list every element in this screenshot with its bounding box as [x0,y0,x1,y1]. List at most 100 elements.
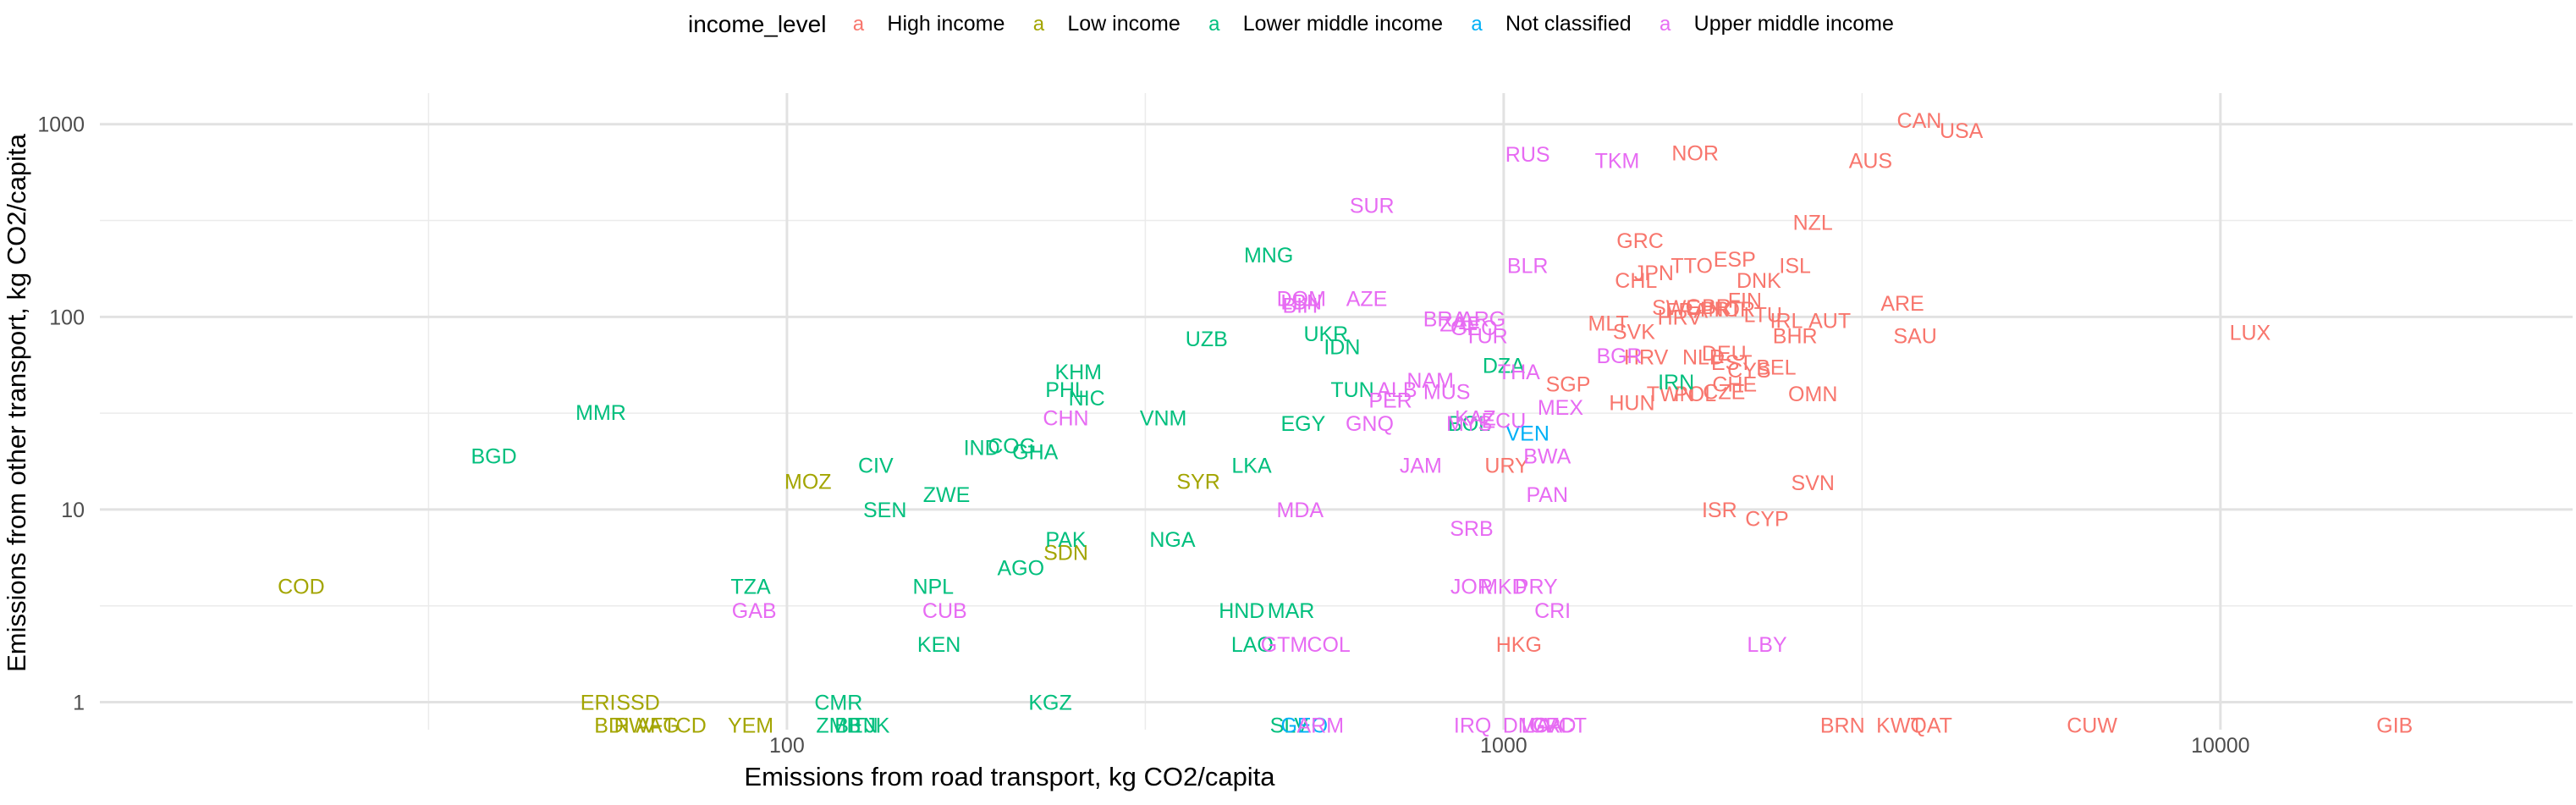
point-label: CYS [1727,359,1770,383]
point-label: NZL [1793,211,1833,234]
point-label: ERI [581,692,616,715]
point-label: TZA [730,575,771,598]
point-label: NGA [1149,528,1196,552]
point-label: MOZ [784,471,832,494]
point-label: POL [1674,383,1716,406]
point-label: LCA [1522,714,1563,738]
point-label: BRA [1423,307,1467,331]
point-label: COG [988,434,1036,458]
legend-key: a [1660,13,1671,36]
point-label: UZB [1186,328,1228,351]
point-label: MAR [1268,599,1315,623]
point-label: GRC [1616,229,1664,253]
point-label: NLD [1682,346,1725,370]
point-label: BGR [1596,345,1642,368]
point-label: PAN [1526,483,1568,507]
point-label: TCD [663,714,706,738]
point-label: BRN [1820,714,1865,738]
point-label: ECU [1481,410,1526,433]
point-label: CHL [1615,269,1657,293]
point-label: EGY [1280,412,1325,436]
point-label: QAT [1910,714,1952,738]
legend-entry-label: High income [887,12,1005,36]
point-label: SSD [616,692,659,715]
point-label: AGO [998,556,1045,580]
point-label: TWN [1647,383,1695,406]
point-label: SDN [1043,541,1088,565]
point-label: ARE [1880,292,1924,316]
axis-ticks: 100 1000 10000 1 10 100 1000 [37,113,2249,758]
point-label: NIC [1069,387,1105,411]
point-label: CRI [1534,599,1571,623]
point-label: BHR [1773,324,1818,348]
point-label: COL [1307,633,1351,657]
point-label: ZMB [816,714,861,738]
point-label: PAK [1045,528,1086,552]
point-label: DZA [1483,355,1525,378]
point-label: SYR [1176,471,1219,494]
point-label: COD [278,575,325,598]
point-label: LBY [1747,633,1787,657]
point-label: TTO [1671,255,1713,278]
point-label: AFG [636,714,679,738]
point-label: TUN [1330,378,1373,402]
point-label: VNM [1140,406,1187,430]
point-label: BEL [1756,356,1796,379]
point-label: PHL [1045,378,1087,402]
point-label: NOR [1671,142,1719,166]
point-label: MLT [1588,312,1629,336]
point-label: GAB [732,599,777,623]
point-label: MUS [1423,380,1471,404]
point-label: SVN [1792,471,1835,495]
point-label: JAM [1400,454,1442,477]
y-tick-label: 1 [73,692,85,715]
legend-key: a [1033,13,1045,36]
point-label: LTU [1744,303,1782,327]
point-label: URY [1484,454,1529,477]
y-tick-label: 10 [61,499,85,522]
legend-key: a [1471,13,1483,36]
point-label: CZE [1703,380,1745,404]
point-label: RWA [614,714,663,738]
point-label: MNG [1244,244,1293,267]
point-label: ESP [1714,248,1756,272]
point-label: OMN [1788,383,1837,406]
point-label: LKA [1231,454,1272,477]
point-label: BEN [834,714,878,738]
point-label: CUB [922,599,967,623]
point-label: MEX [1538,396,1584,420]
point-label: DMA [1503,714,1550,738]
point-label: AUT [1808,309,1851,333]
point-label: SWE [1652,296,1700,320]
legend-title: income_level [688,11,826,37]
point-label: SUR [1350,194,1395,218]
point-label: USA [1940,119,1984,143]
y-axis-title: Emissions from other transport, kg CO2/c… [2,133,31,672]
point-label: CMR [814,692,862,715]
point-label: HKG [1496,633,1542,657]
point-label: IRN [1658,371,1694,394]
point-label: DOM [1277,287,1326,311]
point-label: HRV [1658,306,1703,329]
point-label: ARG [1460,307,1505,331]
legend-entry-label: Not classified [1505,12,1632,36]
point-label: SEN [863,499,906,522]
point-label: LUX [2230,322,2271,345]
point-label: CHE [1712,372,1757,396]
point-label: CYP [1745,507,1788,531]
point-label: SAU [1893,324,1936,348]
legend-entry-label: Low income [1067,12,1180,36]
point-label: SGP [1546,372,1591,396]
point-label: MMR [575,401,626,425]
point-label: MDA [1277,499,1324,522]
point-label: BDI [594,714,630,738]
point-label: AUS [1849,149,1892,173]
point-label: KHM [1054,361,1102,384]
point-label: MYS [1446,412,1492,436]
point-label: TJK [852,714,890,738]
point-label: CHN [1043,406,1088,430]
point-label: GTM [1261,633,1308,657]
